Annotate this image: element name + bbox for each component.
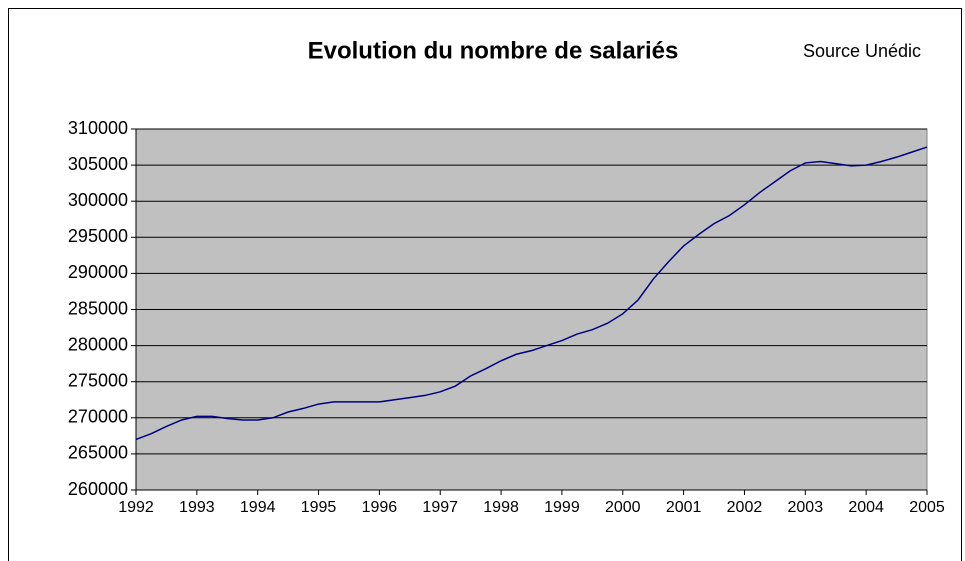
x-tick-label: 1993 (179, 499, 215, 516)
y-tick-label: 310000 (68, 118, 128, 138)
y-tick-label: 295000 (68, 226, 128, 246)
y-tick-label: 290000 (68, 262, 128, 282)
y-tick-label: 270000 (68, 407, 128, 427)
x-tick-label: 2001 (666, 499, 702, 516)
y-tick-label: 305000 (68, 154, 128, 174)
x-tick-label: 1999 (544, 499, 580, 516)
y-tick-label: 300000 (68, 190, 128, 210)
chart-title: Evolution du nombre de salariés (308, 37, 679, 64)
y-tick-label: 260000 (68, 479, 128, 499)
x-tick-label: 2002 (727, 499, 763, 516)
x-tick-label: 1994 (240, 499, 276, 516)
x-tick-label: 1992 (118, 499, 154, 516)
x-tick-label: 2000 (605, 499, 641, 516)
x-tick-label: 2005 (909, 499, 945, 516)
y-tick-label: 285000 (68, 298, 128, 318)
x-tick-label: 1996 (362, 499, 398, 516)
x-tick-label: 1998 (483, 499, 519, 516)
x-tick-label: 1997 (422, 499, 458, 516)
x-tick-label: 1995 (301, 499, 337, 516)
y-tick-label: 265000 (68, 443, 128, 463)
x-tick-label: 2003 (788, 499, 824, 516)
y-tick-label: 275000 (68, 370, 128, 390)
x-tick-label: 2004 (848, 499, 884, 516)
data-line (135, 146, 928, 441)
source-note: Source Unédic (803, 41, 921, 61)
y-tick-label: 280000 (68, 334, 128, 354)
